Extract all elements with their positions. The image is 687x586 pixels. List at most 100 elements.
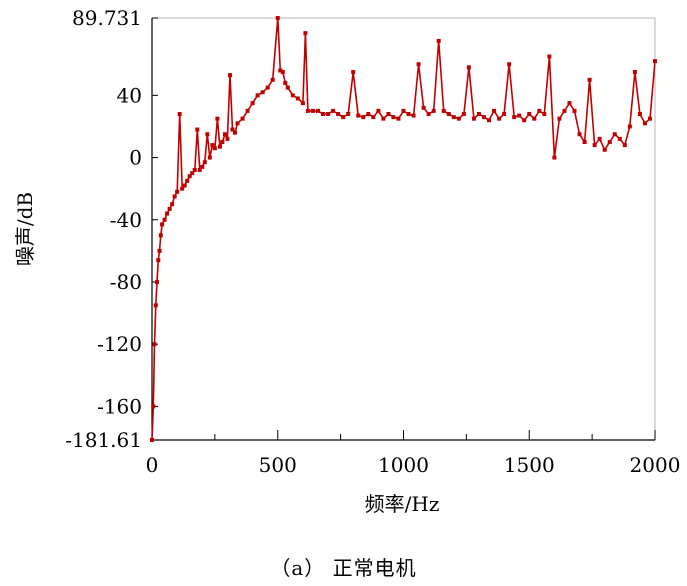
x-axis-ticks: 0 500 1000 1500 2000	[146, 430, 681, 477]
x-tick-label: 1500	[504, 453, 555, 477]
y-tick-label: 89.731	[72, 6, 142, 30]
data-point	[151, 404, 156, 409]
data-point	[212, 146, 217, 151]
data-point	[240, 116, 245, 121]
data-point	[217, 144, 222, 149]
data-point	[502, 112, 507, 117]
data-point	[202, 160, 207, 165]
data-point	[416, 62, 421, 67]
data-point	[532, 116, 537, 121]
data-point	[167, 206, 172, 211]
data-point	[517, 113, 522, 118]
data-point	[567, 101, 572, 106]
data-point	[386, 112, 391, 117]
data-point	[230, 127, 235, 132]
data-point	[326, 112, 331, 117]
x-tick-label: 0	[146, 453, 159, 477]
data-point	[295, 96, 300, 101]
data-point	[632, 70, 637, 75]
data-point	[361, 115, 366, 120]
data-point	[225, 136, 230, 141]
y-axis-label: 噪声/dB	[13, 192, 37, 266]
x-tick-label: 2000	[630, 453, 681, 477]
data-point	[647, 116, 652, 121]
data-point	[542, 112, 547, 117]
data-point	[310, 108, 315, 113]
data-point	[471, 116, 476, 121]
data-point	[235, 121, 240, 126]
data-point	[637, 112, 642, 117]
data-point	[175, 189, 180, 194]
data-point	[411, 113, 416, 118]
data-point	[185, 178, 190, 183]
data-point	[346, 112, 351, 117]
data-point	[270, 77, 275, 82]
data-point	[192, 167, 197, 172]
data-point	[180, 186, 185, 191]
data-point	[441, 108, 446, 113]
data-point	[577, 132, 582, 137]
data-point	[371, 115, 376, 120]
data-point	[607, 140, 612, 145]
data-point	[612, 132, 617, 137]
data-point	[265, 85, 270, 90]
data-point	[461, 112, 466, 117]
data-point	[315, 108, 320, 113]
data-point	[305, 108, 310, 113]
data-point	[331, 108, 336, 113]
data-point	[172, 194, 177, 199]
data-point	[476, 112, 481, 117]
data-point	[280, 70, 285, 75]
plot-area-frame	[151, 17, 656, 441]
y-axis-ticks: 89.731 40 0 -40 -80 -120 -160 -181.61	[65, 6, 158, 452]
data-point	[592, 143, 597, 148]
data-point	[155, 279, 160, 284]
data-point	[356, 113, 361, 118]
data-point	[150, 438, 154, 442]
data-point	[487, 118, 492, 123]
data-point	[466, 65, 471, 70]
data-point	[617, 136, 622, 141]
y-tick-label: 0	[129, 146, 142, 170]
data-point	[290, 93, 295, 98]
data-series	[150, 16, 657, 442]
data-point	[210, 143, 215, 148]
data-point	[582, 140, 587, 145]
data-point	[537, 108, 542, 113]
data-point	[557, 116, 562, 121]
data-point	[341, 115, 346, 120]
y-tick-label: -40	[110, 208, 142, 232]
data-point	[187, 174, 192, 179]
data-point	[446, 112, 451, 117]
data-point	[406, 112, 411, 117]
data-point	[512, 115, 517, 120]
data-point	[481, 115, 486, 120]
data-point	[250, 101, 255, 106]
data-point	[572, 108, 577, 113]
y-tick-label: 40	[117, 83, 142, 107]
data-point	[627, 124, 632, 129]
data-point	[376, 108, 381, 113]
data-point	[587, 77, 592, 82]
data-point	[562, 108, 567, 113]
data-point	[165, 211, 170, 216]
data-point	[456, 116, 461, 121]
data-point	[232, 130, 237, 135]
data-point	[182, 183, 187, 188]
data-point	[451, 115, 456, 120]
data-point	[303, 31, 308, 36]
data-point	[421, 105, 426, 110]
data-point	[200, 164, 205, 169]
data-point	[522, 118, 527, 123]
data-point	[366, 112, 371, 117]
data-point	[436, 38, 441, 43]
data-point	[300, 101, 305, 106]
data-point	[283, 80, 288, 85]
data-point	[642, 121, 647, 126]
data-point	[227, 73, 232, 78]
data-point	[215, 116, 220, 121]
data-point	[220, 140, 225, 145]
series-line	[151, 17, 656, 441]
data-point	[622, 143, 627, 148]
data-point	[381, 116, 386, 121]
